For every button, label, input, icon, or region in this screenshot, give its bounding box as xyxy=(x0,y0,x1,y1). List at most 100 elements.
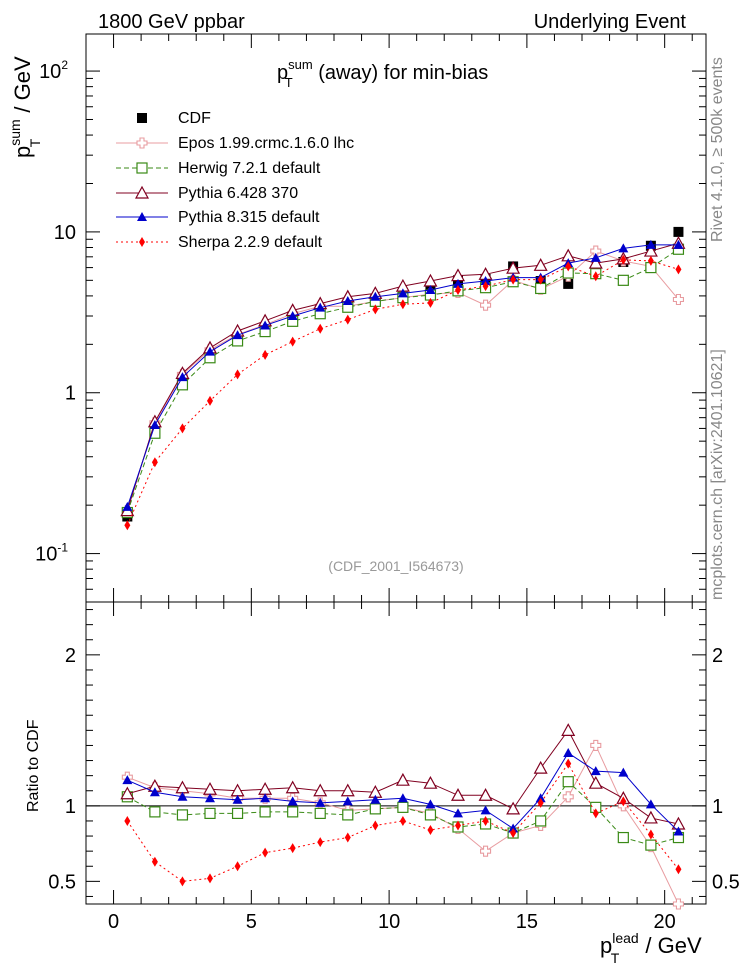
ratio-point-herwig-2-2 xyxy=(176,809,189,821)
data-point-sherpa-5-16 xyxy=(565,261,572,272)
data-point-sherpa-5-0 xyxy=(124,520,131,531)
ratio-point-sherpa-5-2 xyxy=(179,876,186,887)
ratio-point-sherpa-5-10 xyxy=(399,815,406,826)
legend-marker-herwig-2 xyxy=(136,162,148,174)
ratio-point-sherpa-5-16 xyxy=(565,758,572,769)
ratio-point-sherpa-5-11 xyxy=(427,825,434,836)
data-point-pythia-4-1 xyxy=(149,420,160,430)
ratio-point-sherpa-5-3 xyxy=(207,873,213,884)
header-left: 1800 GeV ppbar xyxy=(98,11,245,33)
axis-ticks xyxy=(86,34,706,904)
ratio-point-herwig-2-10 xyxy=(397,801,409,813)
data-point-pythia-4-7 xyxy=(315,302,326,312)
ratio-point-pythia-4-15 xyxy=(535,793,546,803)
data-point-pythia-4-11 xyxy=(425,285,436,295)
ratio-point-pythia-3-0 xyxy=(120,786,135,800)
data-point-sherpa-5-6 xyxy=(289,336,296,347)
ratio-point-pythia-3-15 xyxy=(533,760,548,774)
x-tick-label-10: 10 xyxy=(378,911,400,933)
data-point-sherpa-5-2 xyxy=(179,423,186,434)
data-point-pythia-4-4 xyxy=(232,330,243,340)
ratio-point-herwig-2-6 xyxy=(287,806,299,818)
ratio-tick-label-0.5-left: 0.5 xyxy=(48,871,76,893)
ratio-point-herwig-2-11 xyxy=(424,809,437,821)
ratio-point-pythia-3-13 xyxy=(478,788,493,801)
x-tick-label-20: 20 xyxy=(654,911,676,933)
data-point-herwig-2-15 xyxy=(535,282,547,295)
ratio-point-pythia-3-7 xyxy=(313,783,328,797)
ratio-point-epos-1-16 xyxy=(562,791,574,803)
x-tick-label-15: 15 xyxy=(516,911,538,933)
ratio-point-sherpa-5-8 xyxy=(344,832,351,843)
analysis-tag: (CDF_2001_I564673) xyxy=(328,558,463,574)
y-axis-label: psum T / GeV xyxy=(7,56,43,158)
data-point-pythia-4-13 xyxy=(480,276,491,286)
ratio-point-pythia-4-12 xyxy=(453,808,463,818)
ratio-point-pythia-3-14 xyxy=(506,801,521,815)
x-axis-label: plead T / GeV xyxy=(600,930,702,966)
data-point-pythia-4-20 xyxy=(673,239,684,249)
ratio-point-sherpa-5-15 xyxy=(537,797,544,808)
data-point-sherpa-5-13 xyxy=(482,281,489,292)
ratio-point-epos-1-17 xyxy=(590,739,602,751)
ratio-point-pythia-4-8 xyxy=(342,796,353,806)
legend-marker-epos-1 xyxy=(136,137,148,149)
ratio-point-herwig-2-9 xyxy=(369,803,381,815)
rivet-version-label: Rivet 4.1.0, ≥ 500k events xyxy=(709,57,726,242)
ratio-tick-label-2-right: 2 xyxy=(712,645,723,667)
ratio-tick-label-2-left: 2 xyxy=(65,645,76,667)
data-point-pythia-4-6 xyxy=(287,311,298,321)
ratio-point-pythia-3-6 xyxy=(285,780,300,794)
ratio-line-sherpa-5 xyxy=(126,762,679,882)
series-line-herwig-2 xyxy=(126,248,679,513)
ratio-point-pythia-4-3 xyxy=(205,793,215,803)
header-right: Underlying Event xyxy=(534,11,687,33)
ratio-point-pythia-3-11 xyxy=(423,775,438,789)
ratio-point-sherpa-5-1 xyxy=(151,856,158,867)
data-point-sherpa-5-17 xyxy=(592,271,599,282)
ratio-point-sherpa-5-19 xyxy=(647,829,654,840)
ratio-point-sherpa-5-4 xyxy=(234,861,241,872)
ratio-point-herwig-2-19 xyxy=(645,839,657,851)
ratio-point-pythia-4-11 xyxy=(425,799,436,809)
ratio-point-pythia-4-6 xyxy=(287,796,298,806)
ratio-point-herwig-2-1 xyxy=(149,806,161,818)
data-point-pythia-4-12 xyxy=(453,278,463,288)
data-point-epos-1-17 xyxy=(590,245,602,257)
mcplots-url-label: mcplots.cern.ch [arXiv:2401.10621] xyxy=(709,349,726,600)
data-point-sherpa-5-18 xyxy=(620,254,627,265)
data-point-pythia-4-18 xyxy=(618,243,629,253)
legend-marker-cdf-0 xyxy=(137,113,147,123)
ratio-point-sherpa-5-12 xyxy=(455,820,461,831)
data-point-sherpa-5-3 xyxy=(207,395,213,406)
ratio-tick-label-0.5-right: 0.5 xyxy=(712,871,740,893)
ratio-point-herwig-2-18 xyxy=(617,831,629,844)
ratio-point-pythia-4-18 xyxy=(618,767,629,777)
legend-marker-pythia-3 xyxy=(134,185,150,199)
data-point-sherpa-5-7 xyxy=(317,323,324,334)
legend-label-pythia8: Pythia 8.315 default xyxy=(178,209,320,226)
data-point-herwig-2-18 xyxy=(617,274,629,286)
ratio-point-pythia-4-9 xyxy=(370,794,381,804)
ratio-point-herwig-2-16 xyxy=(562,776,574,788)
ratio-point-pythia-3-12 xyxy=(450,788,466,801)
ratio-point-pythia-4-0 xyxy=(122,775,133,785)
y-tick-label-10: 10 xyxy=(54,222,76,244)
ratio-point-herwig-2-4 xyxy=(231,807,244,820)
ratio-point-epos-1-20 xyxy=(672,898,684,910)
ratio-point-sherpa-5-13 xyxy=(482,815,489,826)
ratio-point-pythia-4-16 xyxy=(563,748,574,757)
ratio-point-sherpa-5-6 xyxy=(289,843,296,854)
ratio-point-herwig-2-5 xyxy=(259,806,271,818)
x-tick-label-0: 0 xyxy=(108,911,119,933)
y-tick-label-100: 102 xyxy=(39,58,68,83)
data-point-pythia-4-19 xyxy=(645,239,656,249)
legend-label-herwig: Herwig 7.2.1 default xyxy=(178,160,321,177)
ratio-point-sherpa-5-14 xyxy=(510,828,517,839)
data-point-pythia-4-9 xyxy=(370,291,381,301)
data-point-pythia-4-17 xyxy=(590,252,601,262)
y-tick-label-1: 1 xyxy=(65,383,76,405)
data-point-sherpa-5-1 xyxy=(151,457,158,468)
ratio-point-pythia-4-10 xyxy=(397,793,408,803)
ratio-tick-label-1-right: 1 xyxy=(712,796,723,818)
